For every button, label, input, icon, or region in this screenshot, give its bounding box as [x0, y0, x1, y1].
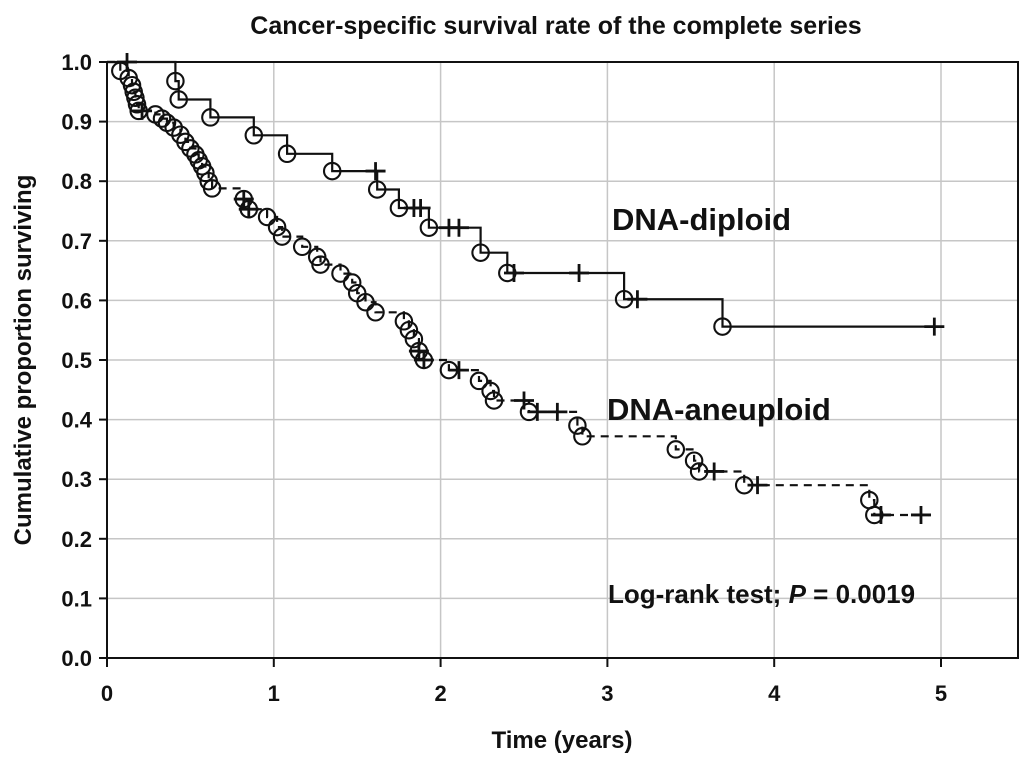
- event-marker-dna-aneuploid: [122, 75, 142, 95]
- event-marker-dna-aneuploid: [366, 303, 385, 322]
- gridlines: [107, 62, 1018, 658]
- censor-marker-dna-aneuploid: [747, 476, 768, 495]
- event-marker-dna-aneuploid: [573, 427, 592, 446]
- event-marker-dna-diploid: [367, 180, 387, 199]
- censor-marker-dna-aneuploid: [132, 101, 153, 120]
- event-marker-dna-aneuploid: [311, 255, 330, 274]
- event-marker-dna-diploid: [244, 126, 264, 145]
- censor-marker-dna-aneuploid: [910, 505, 931, 524]
- event-marker-dna-aneuploid: [356, 292, 375, 312]
- data-markers: [111, 53, 945, 525]
- event-marker-dna-aneuploid: [272, 227, 292, 246]
- event-marker-dna-aneuploid: [481, 381, 500, 401]
- censor-marker-dna-diploid: [365, 162, 386, 181]
- logrank-value: = 0.0019: [813, 579, 915, 609]
- event-marker-dna-aneuploid: [484, 391, 504, 410]
- event-marker-dna-diploid: [277, 144, 297, 164]
- event-marker-dna-aneuploid: [267, 217, 287, 237]
- y-tick-label: 0.0: [61, 646, 92, 671]
- series-label-diploid: DNA-diploid: [612, 202, 791, 237]
- event-marker-dna-aneuploid: [126, 88, 145, 108]
- event-marker-dna-aneuploid: [568, 416, 587, 435]
- event-marker-dna-aneuploid: [342, 273, 362, 292]
- logrank-p-symbol: P: [789, 579, 807, 609]
- event-marker-dna-aneuploid: [127, 95, 147, 114]
- x-tick-label: 4: [768, 681, 781, 706]
- x-tick-label: 5: [935, 681, 947, 706]
- y-tick-label: 0.9: [61, 110, 92, 135]
- x-tick-label: 2: [434, 681, 446, 706]
- censor-marker-dna-aneuploid: [514, 391, 534, 410]
- censor-marker-dna-aneuploid: [408, 342, 429, 361]
- censor-marker-dna-diploid: [569, 263, 590, 282]
- event-marker-dna-aneuploid: [404, 329, 424, 349]
- logrank-prefix: Log-rank test;: [608, 579, 789, 609]
- event-marker-dna-diploid: [471, 243, 490, 262]
- y-tick-label: 0.6: [61, 288, 92, 313]
- event-marker-dna-aneuploid: [666, 440, 686, 459]
- y-tick-label: 0.5: [61, 348, 92, 373]
- axis-ticks: 0.0 0.1 0.2 0.3 0.4 0.5 0.6 0.7 0.8 0.9 1.0 0 1 2 3 4 5: [61, 50, 947, 706]
- y-tick-label: 0.2: [61, 527, 92, 552]
- event-marker-dna-aneuploid: [331, 264, 350, 283]
- y-tick-label: 0.1: [61, 586, 92, 611]
- series-label-aneuploid: DNA-aneuploid: [607, 392, 831, 427]
- event-marker-dna-aneuploid: [196, 163, 215, 183]
- logrank-annotation: Log-rank test; P = 0.0019: [608, 579, 915, 609]
- event-marker-dna-diploid: [419, 218, 439, 237]
- censor-marker-dna-aneuploid: [413, 351, 434, 369]
- x-tick-label: 3: [601, 681, 613, 706]
- event-marker-dna-aneuploid: [394, 312, 414, 331]
- censor-marker-dna-diploid: [410, 199, 431, 218]
- censor-marker-dna-aneuploid: [704, 462, 725, 481]
- x-tick-label: 0: [101, 681, 113, 706]
- event-marker-dna-diploid: [166, 71, 185, 91]
- censor-marker-dna-diploid: [627, 290, 648, 309]
- censor-marker-dna-aneuploid: [238, 200, 259, 219]
- y-tick-label: 0.7: [61, 229, 92, 254]
- event-marker-dna-aneuploid: [202, 179, 222, 198]
- y-axis-label: Cumulative proportion surviving: [10, 175, 37, 546]
- event-marker-dna-aneuploid: [152, 109, 172, 128]
- event-marker-dna-aneuploid: [684, 451, 704, 470]
- event-marker-dna-diploid: [322, 161, 342, 181]
- x-axis-label: Time (years): [492, 727, 633, 754]
- censor-marker-dna-aneuploid: [233, 190, 254, 209]
- censor-marker-dna-diploid: [503, 263, 524, 282]
- event-marker-dna-aneuploid: [399, 320, 419, 340]
- event-marker-dna-diploid: [713, 317, 732, 336]
- curve-dna-diploid: [107, 60, 935, 328]
- curve-dna-aneuploid: [107, 60, 930, 517]
- event-marker-dna-aneuploid: [292, 237, 312, 257]
- censor-marker-dna-aneuploid: [547, 402, 568, 421]
- x-tick-label: 1: [268, 681, 280, 706]
- y-tick-label: 1.0: [61, 50, 92, 75]
- y-tick-label: 0.4: [61, 408, 92, 433]
- survival-curves: [107, 60, 935, 517]
- chart-title: Cancer-specific survival rate of the com…: [250, 12, 861, 40]
- censor-marker-dna-aneuploid: [527, 402, 548, 421]
- censor-marker-dna-aneuploid: [870, 505, 891, 524]
- event-marker-dna-aneuploid: [469, 371, 489, 391]
- y-tick-label: 0.8: [61, 169, 92, 194]
- event-marker-dna-diploid: [169, 90, 188, 109]
- event-marker-dna-diploid: [201, 108, 220, 127]
- censor-marker-dna-diploid: [448, 218, 469, 237]
- censor-marker-dna-aneuploid: [448, 361, 469, 380]
- event-marker-dna-aneuploid: [257, 207, 277, 227]
- censor-marker-dna-diploid: [924, 317, 945, 336]
- y-tick-label: 0.3: [61, 467, 92, 492]
